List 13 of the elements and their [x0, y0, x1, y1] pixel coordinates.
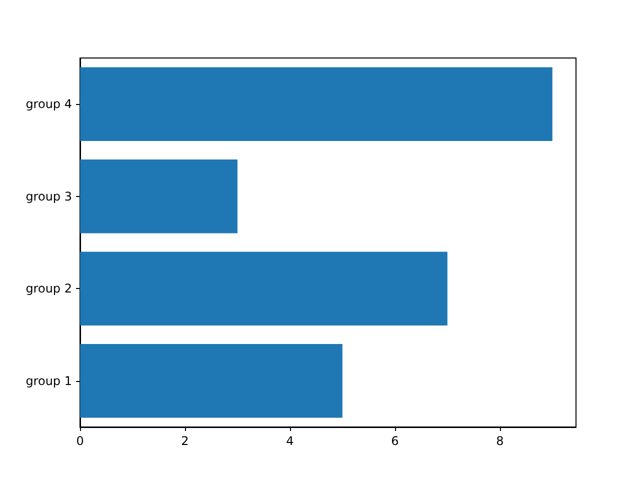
x-tick-label: 0: [76, 434, 84, 448]
x-tick-label: 4: [286, 434, 294, 448]
bar: [80, 344, 342, 418]
y-tick-label: group 1: [26, 374, 72, 388]
y-tick-label: group 2: [26, 282, 72, 296]
y-tick-label: group 3: [26, 189, 72, 204]
x-tick-label: 8: [496, 434, 504, 448]
x-tick-label: 6: [391, 434, 399, 448]
bar: [80, 252, 448, 326]
bar: [80, 67, 552, 142]
y-tick-label: group 4: [26, 97, 72, 112]
x-tick-label: 2: [181, 434, 189, 448]
bar: [80, 159, 238, 234]
